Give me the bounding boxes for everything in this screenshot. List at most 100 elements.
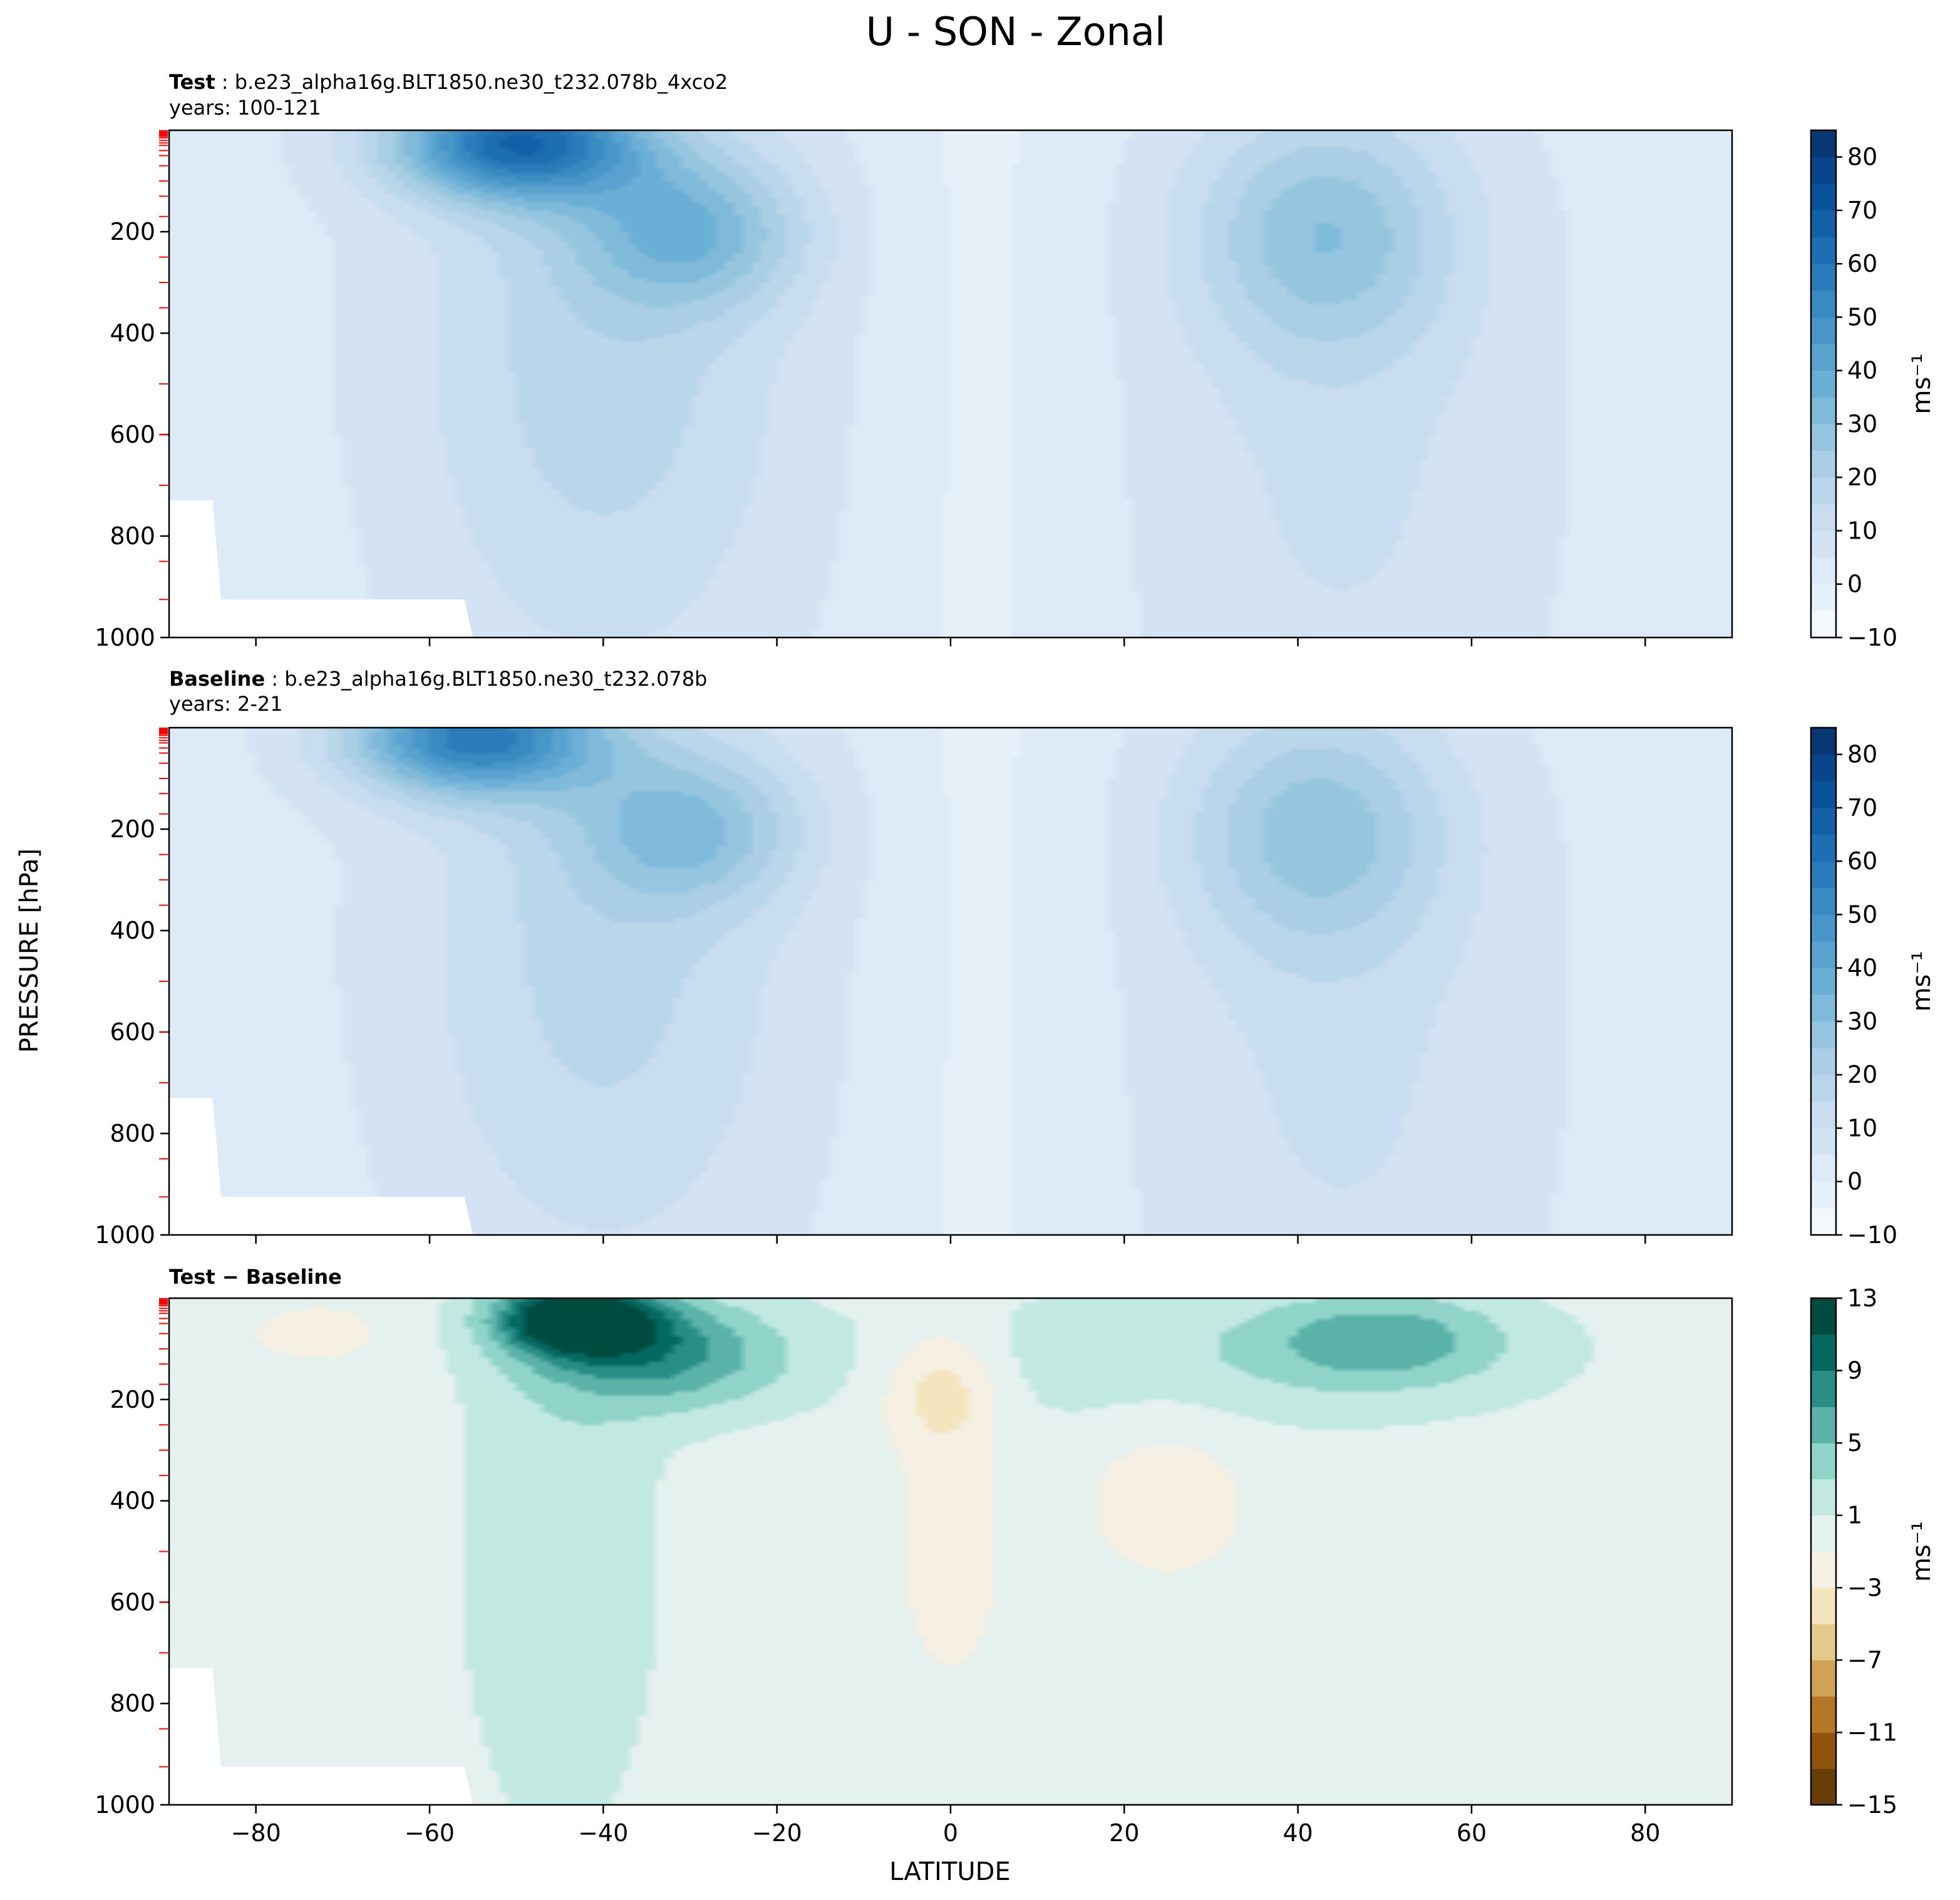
colorbar-band	[1811, 584, 1836, 611]
colorbar-tick-label: 10	[1847, 1114, 1877, 1142]
surface-mask-baseline	[169, 1098, 473, 1235]
panel-title-case: : b.e23_alpha16g.BLT1850.ne30_t232.078b_…	[215, 70, 728, 94]
colorbar-frame	[1810, 1297, 1837, 1806]
colorbar-band	[1811, 1128, 1836, 1155]
colorbar-band	[1811, 611, 1836, 638]
colorbar-tick-label: −15	[1847, 1791, 1897, 1819]
colorbar-tick-label: 20	[1847, 463, 1877, 491]
figure-title: U - SON - Zonal	[866, 9, 1165, 54]
colorbar-tick-label: −7	[1847, 1646, 1882, 1674]
colorbar-band	[1811, 834, 1836, 862]
surface-mask-difference	[169, 1668, 473, 1805]
panel-title-bold: Baseline	[169, 667, 265, 691]
colorbar-band	[1811, 861, 1836, 889]
y-tick-label: 600	[110, 1018, 155, 1046]
colorbar-band	[1811, 423, 1836, 452]
colorbar-band	[1811, 1768, 1836, 1805]
colorbar-band	[1811, 210, 1836, 238]
colorbar-band	[1811, 754, 1836, 782]
colorbar-tick-label: 30	[1847, 1008, 1877, 1035]
colorbar-tick-label: −10	[1847, 1221, 1897, 1249]
colorbar-band	[1811, 941, 1836, 969]
colorbar-band	[1811, 344, 1836, 371]
colorbar-band	[1811, 1660, 1836, 1697]
colorbar-band	[1811, 397, 1836, 425]
colorbar-band	[1811, 994, 1836, 1022]
y-tick-label: 200	[110, 218, 155, 245]
colorbar-tick-label: 0	[1847, 1168, 1862, 1195]
colorbar-tick-label: 10	[1847, 517, 1877, 544]
x-tick-label: 0	[943, 1819, 958, 1847]
colorbar-band	[1811, 1021, 1836, 1049]
panel-title-case: : b.e23_alpha16g.BLT1850.ne30_t232.078b	[265, 667, 707, 691]
x-tick-label: 20	[1109, 1819, 1139, 1847]
x-tick-label: −80	[231, 1819, 281, 1847]
panel-title-test: Test : b.e23_alpha16g.BLT1850.ne30_t232.…	[169, 70, 728, 94]
x-tick-label: −20	[752, 1819, 802, 1847]
colorbar-band	[1811, 1624, 1836, 1661]
colorbar-tick-label: 13	[1847, 1284, 1877, 1312]
colorbar-band	[1811, 157, 1836, 184]
panel-title-baseline: Baseline : b.e23_alpha16g.BLT1850.ne30_t…	[169, 667, 707, 691]
x-tick-label: −40	[578, 1819, 628, 1847]
y-tick-label: 200	[110, 1386, 155, 1413]
colorbar-band	[1811, 728, 1836, 755]
colorbar-tick-label: 80	[1847, 143, 1877, 171]
x-tick-label: 40	[1282, 1819, 1313, 1847]
colorbar-band	[1811, 290, 1836, 318]
colorbar-tick-label: 30	[1847, 410, 1877, 438]
colorbar-band	[1811, 1048, 1836, 1075]
colorbar-band	[1811, 503, 1836, 531]
colorbar-band	[1811, 1551, 1836, 1588]
colorbar-band	[1811, 317, 1836, 344]
colorbar-band	[1811, 450, 1836, 478]
surface-mask-test	[169, 500, 473, 638]
contour-field-test	[169, 130, 1732, 638]
colorbar-tick-label: 70	[1847, 794, 1877, 822]
colorbar-band	[1811, 237, 1836, 264]
colorbar-tick-label: 1	[1847, 1502, 1862, 1529]
colorbar-tick-label: 5	[1847, 1429, 1862, 1457]
colorbar-band	[1811, 1588, 1836, 1624]
y-tick-label: 800	[110, 522, 155, 550]
colorbar-tick-label: −10	[1847, 624, 1897, 651]
colorbar-tick-label: 0	[1847, 571, 1862, 598]
panel-title-bold: Test − Baseline	[169, 1265, 342, 1289]
panel-title-bold: Test	[169, 70, 215, 94]
contour-field-baseline	[169, 728, 1732, 1235]
panel-subtitle-baseline: years: 2-21	[169, 692, 283, 716]
colorbar-band	[1811, 1208, 1836, 1236]
y-tick-label: 800	[110, 1690, 155, 1717]
colorbar-band	[1811, 1370, 1836, 1407]
colorbar-band	[1811, 1101, 1836, 1128]
colorbar-tick-label: 40	[1847, 954, 1877, 982]
colorbar-tick-label: 50	[1847, 303, 1877, 331]
y-tick-label: 800	[110, 1120, 155, 1147]
colorbar-tick-label: 60	[1847, 847, 1877, 875]
colorbar-tick-label: 9	[1847, 1357, 1862, 1385]
x-tick-label: 80	[1630, 1819, 1660, 1847]
colorbar-band	[1811, 781, 1836, 808]
colorbar-band	[1811, 183, 1836, 211]
panel-title-difference: Test − Baseline	[169, 1265, 342, 1289]
x-tick-label: −60	[405, 1819, 455, 1847]
colorbar-band	[1811, 264, 1836, 291]
colorbar-band	[1811, 370, 1836, 398]
y-tick-label: 600	[110, 421, 155, 448]
colorbar-band	[1811, 1181, 1836, 1209]
colorbar-tick-label: 50	[1847, 901, 1877, 928]
y-tick-label: 1000	[95, 1791, 155, 1819]
y-tick-label: 200	[110, 815, 155, 843]
colorbar-frame	[1810, 726, 1837, 1236]
colorbar-band	[1811, 1075, 1836, 1102]
colorbar-units-label: ms⁻¹	[1907, 1521, 1936, 1582]
colorbar-band	[1811, 807, 1836, 835]
colorbar-tick-label: −3	[1847, 1574, 1882, 1601]
contour-field-difference	[169, 1298, 1732, 1805]
colorbar-tick-label: 20	[1847, 1061, 1877, 1088]
colorbar-band	[1811, 1479, 1836, 1516]
colorbar-tick-label: −11	[1847, 1718, 1897, 1746]
colorbar-tick-label: 80	[1847, 741, 1877, 768]
y-tick-label: 400	[110, 917, 155, 944]
